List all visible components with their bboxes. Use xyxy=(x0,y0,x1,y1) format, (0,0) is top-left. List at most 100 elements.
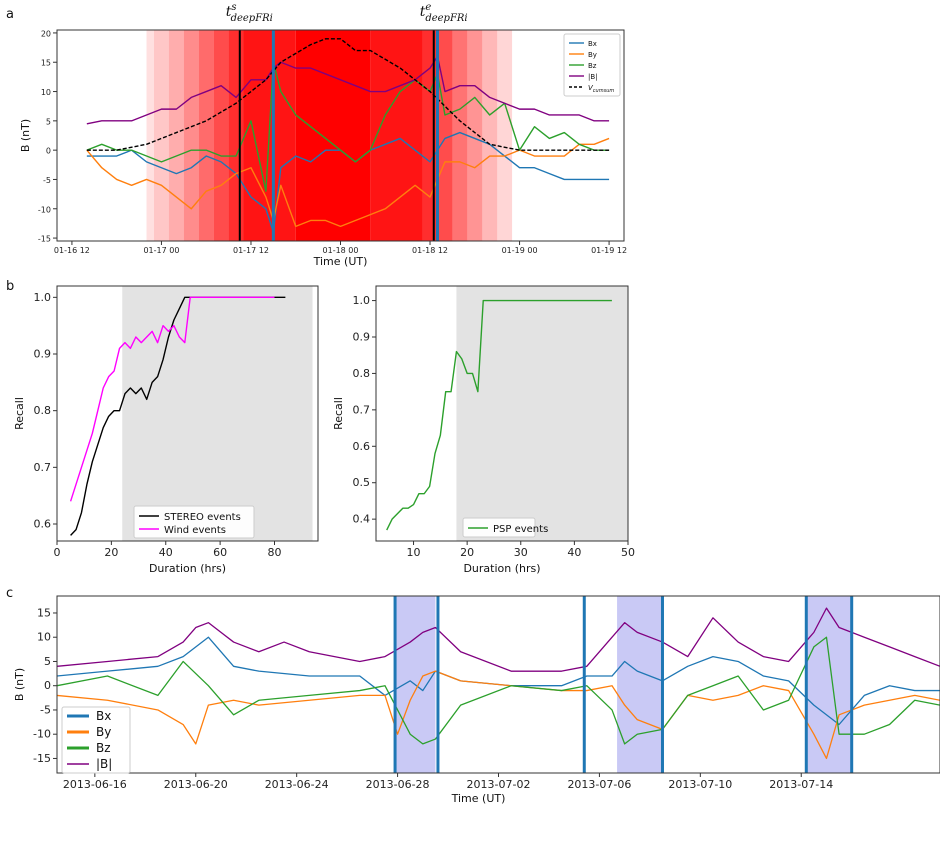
y-tick-label: 0 xyxy=(44,679,51,692)
legend-box xyxy=(61,706,131,774)
series-line-bz xyxy=(86,61,610,192)
series-line-bx xyxy=(57,636,940,726)
x-tick-label: 40 xyxy=(159,546,173,559)
deepfri-time-label: te deepFRi xyxy=(420,2,468,24)
legend-a: Bx By Bz |B| Vcumsum xyxy=(563,33,621,97)
x-tick-label: 2013-06-24 xyxy=(265,778,329,791)
x-tick-label: 2013-06-20 xyxy=(164,778,228,791)
chart-b2: 10 20 30 40 50 0.4 0.5 0.6 0.7 0.8 0.9 1.0 Duration … xyxy=(332,285,635,575)
panel-label-c: c xyxy=(6,586,13,601)
y-axis-label: Recall xyxy=(332,397,345,430)
legend-label: Bz xyxy=(96,741,111,755)
x-tick-label: 80 xyxy=(268,546,282,559)
shade-band xyxy=(482,30,498,241)
shaded-interval xyxy=(806,596,852,773)
x-tick-label: 2013-06-16 xyxy=(63,778,127,791)
x-axis-label: Time (UT) xyxy=(313,255,368,268)
legend-label: Bz xyxy=(588,62,597,70)
shade-band xyxy=(295,30,371,241)
plot-area-b1 xyxy=(69,286,313,541)
panel-label-a: a xyxy=(6,7,14,22)
chart-c: 2013-06-16 2013-06-20 2013-06-24 2013-06-28… xyxy=(13,595,940,805)
shade-band xyxy=(183,30,199,241)
legend-box xyxy=(462,517,536,538)
x-tick-label: 2013-07-14 xyxy=(769,778,833,791)
y-tick-label: 1.0 xyxy=(34,291,52,304)
legend-c: Bx By Bz |B| xyxy=(61,706,131,774)
y-tick-label: -10 xyxy=(33,728,51,741)
y-tick-label: 15 xyxy=(37,606,51,619)
x-axis-label: Duration (hrs) xyxy=(149,562,226,575)
x-tick-label: 20 xyxy=(460,546,474,559)
series-line-vcumsum xyxy=(86,38,610,151)
x-tick-label: 01-17 00 xyxy=(143,246,179,255)
x-tick-label: 01-19 00 xyxy=(502,246,538,255)
y-tick-label: 5 xyxy=(46,117,51,126)
y-tick-label: 0.8 xyxy=(353,367,371,380)
axes-frame xyxy=(56,285,319,542)
x-tick-label: 20 xyxy=(104,546,118,559)
shade-band xyxy=(228,30,244,241)
y-axis-label: Recall xyxy=(13,397,26,430)
x-tick-label: 50 xyxy=(621,546,635,559)
legend-label: PSP events xyxy=(493,524,548,535)
x-tick-label: 40 xyxy=(567,546,581,559)
shade-band xyxy=(437,30,453,241)
series-line-pspevents xyxy=(386,299,612,531)
legend-label: By xyxy=(96,725,111,739)
y-tick-label: 0.5 xyxy=(353,476,371,489)
series-line-b xyxy=(86,55,610,125)
y-axis-label: B (nT) xyxy=(19,119,32,152)
axes-frame xyxy=(375,285,629,542)
y-tick-label: 10 xyxy=(41,88,51,97)
legend-label: By xyxy=(588,51,597,59)
legend-label: |B| xyxy=(96,757,112,771)
x-axis-label: Duration (hrs) xyxy=(463,562,540,575)
shade-band xyxy=(467,30,483,241)
shade-band xyxy=(452,30,468,241)
x-tick-label: 01-17 12 xyxy=(233,246,269,255)
y-tick-label: 15 xyxy=(41,59,51,68)
series-line-windevents xyxy=(69,296,275,502)
y-tick-label: 20 xyxy=(41,29,51,38)
x-tick-label: 01-18 12 xyxy=(412,246,448,255)
plot-area-c xyxy=(57,596,940,773)
y-tick-label: 0.7 xyxy=(34,461,52,474)
y-tick-label: 0.6 xyxy=(353,440,371,453)
x-axis-label: Time (UT) xyxy=(451,792,506,805)
x-tick-label: 2013-06-28 xyxy=(366,778,430,791)
shaded-range xyxy=(122,286,313,541)
deepfri-time-label: ts deepFRi xyxy=(226,2,273,24)
legend-label: |B| xyxy=(588,73,598,81)
shade-band xyxy=(168,30,184,241)
legend-b2: PSP events xyxy=(462,517,548,538)
shade-band xyxy=(213,30,229,241)
y-tick-label: 0.8 xyxy=(34,404,52,417)
panel-label-b: b xyxy=(6,279,14,294)
shaded-range xyxy=(456,286,628,541)
series-line-bz xyxy=(57,636,940,745)
shade-band xyxy=(370,30,423,241)
x-tick-label: 2013-07-06 xyxy=(567,778,631,791)
series-line-b xyxy=(57,607,940,672)
legend-label: Bx xyxy=(588,40,597,48)
shaded-interval xyxy=(617,596,663,773)
y-tick-label: 0.6 xyxy=(34,518,52,531)
y-tick-label: 0.7 xyxy=(353,403,371,416)
plot-area-b2 xyxy=(386,286,628,541)
shade-band xyxy=(153,30,169,241)
x-tick-label: 2013-07-10 xyxy=(668,778,732,791)
x-tick-label: 30 xyxy=(514,546,528,559)
y-tick-label: -15 xyxy=(38,235,51,244)
y-tick-label: -15 xyxy=(33,752,51,765)
y-tick-label: 0.4 xyxy=(353,513,371,526)
x-tick-label: 10 xyxy=(407,546,421,559)
legend-box xyxy=(133,505,255,539)
shade-band xyxy=(146,30,154,241)
y-axis-label: B (nT) xyxy=(13,668,26,701)
chart-b1: 0 20 40 60 80 0.6 0.7 0.8 0.9 1.0 Duration (hrs) Re… xyxy=(13,285,319,575)
y-tick-label: 5 xyxy=(44,655,51,668)
chart-a: 01-16 12 01-17 00 01-17 12 01-18 00 01-18 12… xyxy=(19,2,627,268)
x-tick-label: 01-19 12 xyxy=(591,246,627,255)
